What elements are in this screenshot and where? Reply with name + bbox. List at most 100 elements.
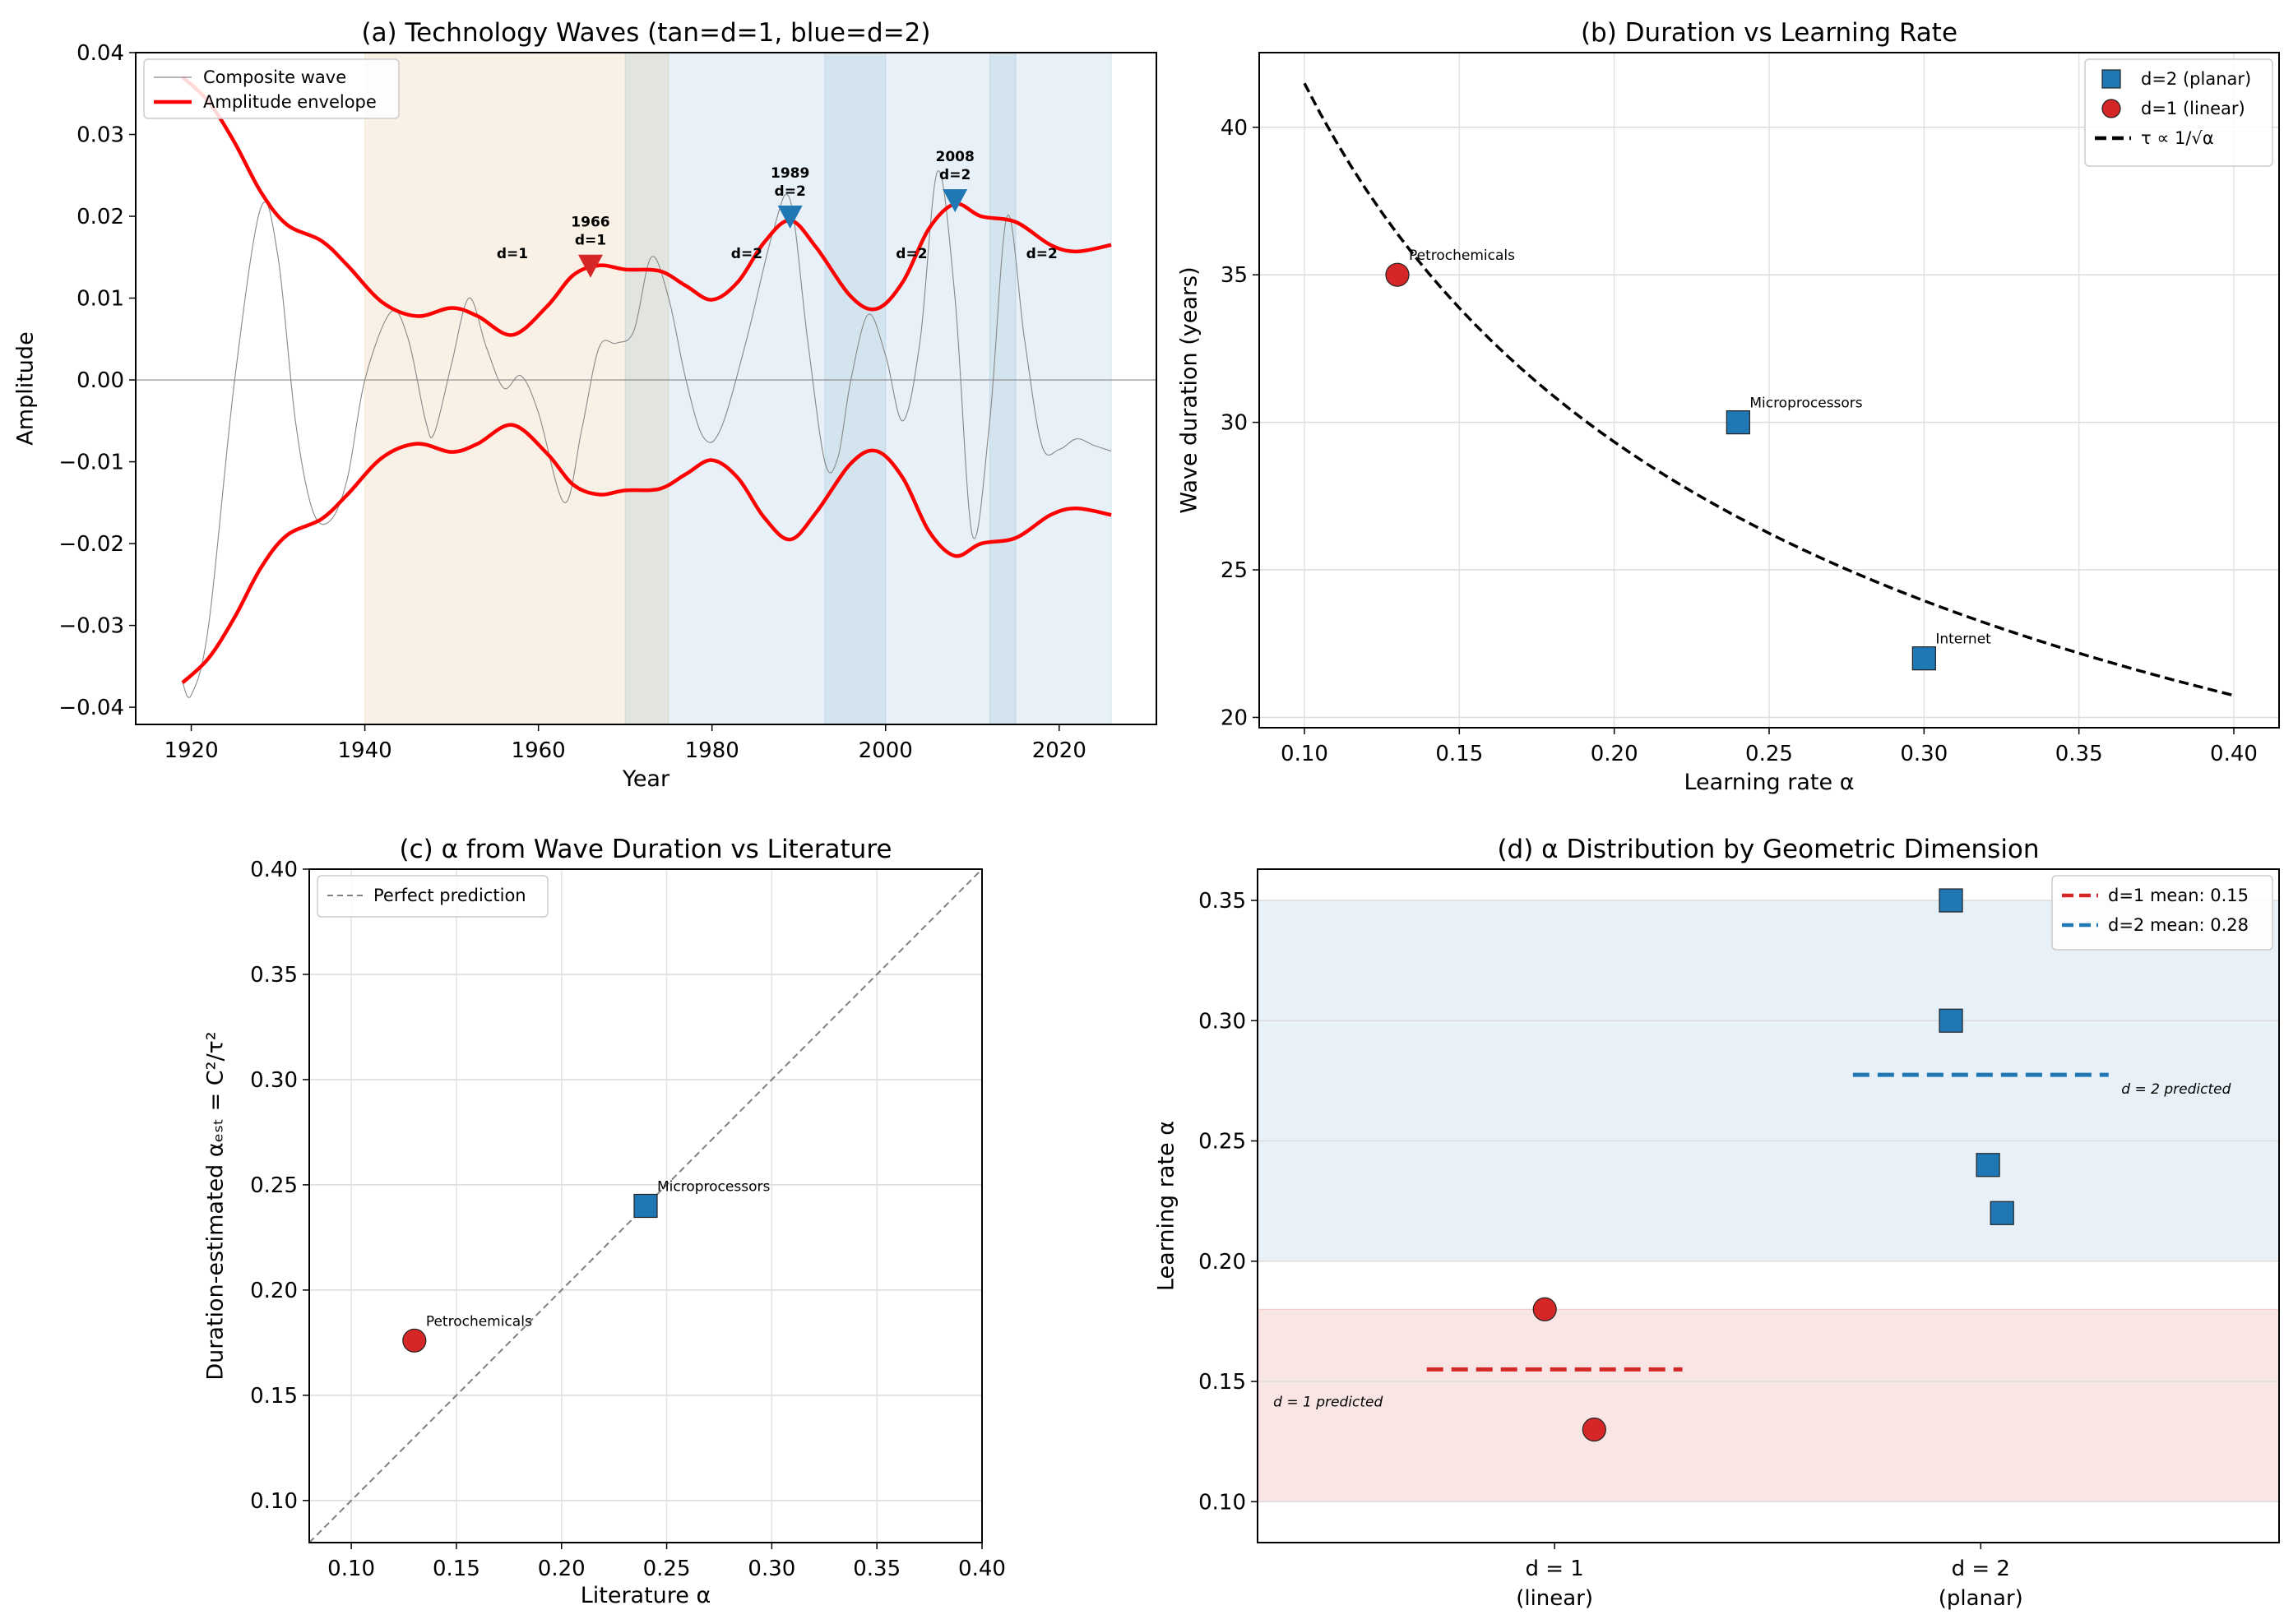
legend-label: d=1 (linear) [2141,99,2245,118]
y-tick-label: 0.30 [1198,1009,1246,1034]
y-tick-label: 0.01 [76,287,124,312]
peak-dimension-label: d=2 [939,167,971,183]
peak-dimension-label: d=1 [575,233,606,249]
y-tick-label: −0.01 [58,451,124,475]
region-label: d=1 [497,246,528,262]
y-axis-label: Wave duration (years) [1177,266,1202,513]
data-point-circle [1532,1297,1557,1321]
point-label: Microprocessors [657,1179,770,1196]
x-tick-label: d = 2 [1952,1557,2010,1581]
x-tick-sublabel: (planar) [1939,1586,2023,1611]
predicted-annotation: d = 2 predicted [2121,1081,2231,1098]
point-label: Microprocessors [1749,396,1862,412]
x-tick-label: 0.35 [853,1557,901,1581]
y-tick-label: 35 [1221,263,1248,288]
legend: Perfect prediction [317,875,549,918]
y-tick-label: 25 [1221,558,1248,583]
envelope-lower-line [181,423,1112,684]
legend: d=1 mean: 0.15 d=2 mean: 0.28 [2051,875,2273,951]
y-tick-label: −0.03 [58,614,124,639]
y-tick-label: 0.35 [250,963,298,988]
plot-area [309,869,982,1543]
y-tick-label: 0.15 [250,1384,298,1409]
x-tick-label: 0.40 [958,1557,1006,1581]
panel-title: (c) α from Wave Duration vs Literature [400,835,892,864]
x-tick-label: 1940 [338,738,392,763]
axes-frame [135,52,1157,725]
y-axis-label: Duration-estimated αₑₛₜ = C²/τ² [203,1031,229,1380]
data-point-circle [1385,262,1410,287]
x-tick-label: 0.25 [1745,742,1793,766]
region-label: d=2 [731,246,762,262]
x-tick-label: 0.20 [538,1557,586,1581]
x-tick-sublabel: (linear) [1516,1586,1593,1611]
legend: Composite wave Amplitude envelope [143,58,400,119]
peak-marker-triangle [943,189,968,213]
data-point-square [1990,1201,2014,1225]
x-tick-label: 2000 [859,738,913,763]
y-tick-label: 0.03 [76,123,124,148]
peak-year-label: 1966 [571,215,609,231]
data-point-circle [402,1328,427,1353]
panel-d: d = 1 (linear) d = 2 (planar) 0.10 0.15 0.20 0.… [1154,835,2280,1611]
legend-label: Composite wave [203,67,346,87]
legend-box [2084,58,2273,167]
y-tick-label: 0.35 [1198,889,1246,914]
legend-label: d=1 mean: 0.15 [2108,886,2249,905]
peak-dimension-label: d=2 [775,183,806,200]
era-span [824,53,1017,724]
plot-area [1258,888,2279,1503]
y-tick-label: 0.10 [250,1489,298,1514]
x-axis-label: Literature α [581,1583,711,1608]
y-tick-label: 0.00 [76,368,124,393]
legend-box [143,58,400,119]
panel-title: (a) Technology Waves (tan=d=1, blue=d=2) [361,18,930,48]
data-point-square [1976,1153,2000,1178]
y-axis-label: Learning rate α [1154,1121,1179,1291]
era-span [364,53,669,724]
panel-b: 0.10 0.15 0.20 0.25 0.30 0.35 0.40 20 25 30 35 40 Pe… [1177,18,2280,795]
x-tick-label: 0.40 [2210,742,2258,766]
y-tick-label: 20 [1221,706,1248,730]
region-label: d=2 [896,246,927,262]
panel-title: (b) Duration vs Learning Rate [1581,18,1957,48]
axes-frame [1258,52,2280,729]
y-axis-label: Amplitude [13,331,39,445]
point-label: Internet [1935,632,1991,648]
y-tick-label: 0.15 [1198,1370,1246,1395]
data-point-square [1939,888,1963,913]
x-tick-label: 1960 [512,738,566,763]
y-tick-label: 40 [1221,116,1248,141]
y-tick-label: 0.25 [250,1173,298,1198]
y-tick-label: 0.10 [1198,1490,1246,1515]
region-label: d=2 [1026,246,1058,262]
y-tick-label: 30 [1221,411,1248,436]
predicted-annotation: d = 1 predicted [1273,1394,1383,1410]
envelope-upper-line [181,76,1112,337]
panel-title: (d) α Distribution by Geometric Dimensio… [1497,835,2039,864]
era-span [624,53,887,724]
legend-box [2051,875,2273,951]
axes-frame [308,868,983,1543]
x-tick-label: 0.10 [1281,742,1328,766]
peak-year-label: 2008 [936,149,975,165]
legend: d=2 (planar) d=1 (linear) τ ∝ 1/√α [2084,58,2273,167]
x-tick-label: 0.25 [643,1557,691,1581]
composite-wave-line [182,170,1112,698]
y-tick-label: 0.25 [1198,1130,1246,1154]
legend-box [317,875,549,918]
y-tick-label: 0.04 [76,41,124,66]
predicted-band [1258,1308,2279,1502]
x-tick-label: 0.10 [327,1557,375,1581]
point-label: Petrochemicals [426,1313,532,1330]
predicted-band [1258,900,2279,1262]
y-tick-label: −0.02 [58,532,124,557]
x-tick-label: 0.20 [1591,742,1638,766]
axes-frame [1257,868,2280,1543]
plot-area [136,53,1156,724]
data-point-square [1726,410,1750,435]
y-tick-label: 0.20 [1198,1250,1246,1275]
legend-swatch-circle [2101,99,2121,118]
x-tick-label: 0.15 [1435,742,1483,766]
